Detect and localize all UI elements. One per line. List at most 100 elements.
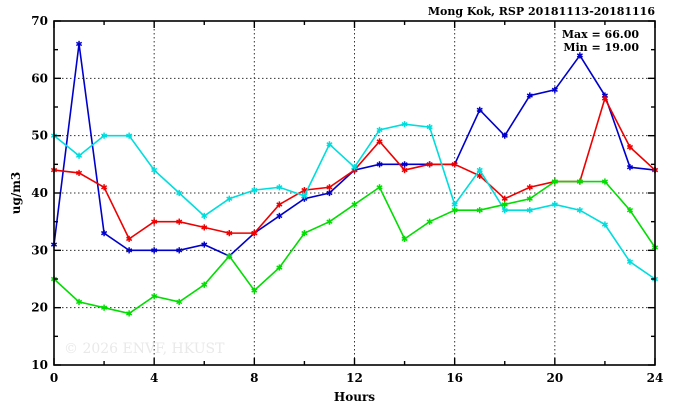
data-point-marker	[226, 230, 233, 237]
data-point-marker	[101, 230, 108, 237]
data-point-marker	[626, 207, 634, 214]
data-point-marker	[626, 258, 634, 265]
data-point-marker	[75, 169, 83, 177]
chart-title: Mong Kok, RSP 20181113-20181116	[428, 5, 656, 18]
data-point-marker	[476, 172, 483, 179]
data-point-marker	[551, 86, 558, 93]
data-point-marker	[151, 166, 158, 174]
data-point-marker	[451, 161, 458, 168]
y-tick-label: 10	[31, 358, 48, 372]
data-point-marker	[351, 201, 358, 208]
data-point-marker	[551, 178, 558, 185]
data-point-marker	[601, 178, 608, 185]
x-tick-label: 24	[647, 371, 664, 385]
data-point-marker	[126, 132, 133, 139]
data-point-marker	[601, 95, 608, 102]
data-point-marker	[576, 178, 583, 185]
x-tick-label: 8	[250, 371, 258, 385]
data-point-marker	[576, 207, 583, 214]
data-point-marker	[401, 235, 408, 242]
data-point-marker	[176, 189, 183, 197]
y-axis-title: ug/m3	[9, 172, 23, 215]
data-point-marker	[151, 293, 158, 300]
data-point-marker	[201, 241, 208, 248]
data-point-marker	[426, 218, 433, 225]
max-value-label: Max = 66.00	[562, 28, 640, 41]
data-point-marker	[576, 52, 583, 59]
data-point-marker	[251, 187, 258, 194]
data-point-marker	[101, 304, 108, 311]
data-point-marker	[476, 166, 483, 174]
data-point-marker	[126, 247, 133, 254]
y-tick-label: 40	[31, 186, 48, 200]
data-point-marker	[526, 195, 533, 202]
data-point-marker	[126, 235, 133, 242]
x-tick-label: 16	[446, 371, 463, 385]
data-point-marker	[75, 298, 83, 306]
data-point-marker	[401, 166, 408, 174]
x-axis-title: Hours	[334, 390, 375, 404]
data-point-marker	[376, 161, 383, 168]
data-point-marker	[601, 221, 608, 228]
data-point-marker	[75, 40, 83, 48]
data-point-marker	[151, 247, 158, 254]
data-point-marker	[526, 92, 533, 99]
data-point-marker	[101, 184, 108, 191]
data-point-marker	[376, 126, 383, 134]
x-tick-label: 20	[546, 371, 563, 385]
data-point-marker	[626, 144, 634, 151]
data-point-marker	[126, 310, 133, 317]
data-point-marker	[451, 201, 458, 208]
data-point-marker	[326, 189, 333, 197]
data-point-marker	[201, 212, 208, 220]
y-tick-label: 20	[31, 301, 48, 315]
data-point-marker	[251, 287, 258, 294]
x-tick-label: 0	[50, 371, 58, 385]
data-point-marker	[501, 207, 508, 214]
data-point-marker	[226, 195, 233, 202]
data-point-marker	[326, 184, 333, 191]
data-point-marker	[376, 184, 383, 191]
data-point-marker	[151, 218, 158, 225]
data-point-marker	[326, 218, 333, 225]
data-point-marker	[501, 132, 508, 139]
data-point-marker	[526, 207, 533, 214]
data-point-marker	[326, 141, 333, 148]
data-point-marker	[551, 201, 558, 208]
data-point-marker	[301, 192, 308, 199]
y-tick-label: 70	[31, 14, 48, 28]
data-point-marker	[476, 106, 483, 113]
x-tick-label: 12	[346, 371, 363, 385]
y-tick-label: 30	[31, 243, 48, 257]
data-point-marker	[176, 298, 183, 306]
data-point-marker	[101, 132, 108, 139]
y-tick-label: 60	[31, 71, 48, 85]
data-point-marker	[401, 161, 408, 168]
data-point-marker	[276, 212, 283, 220]
data-point-marker	[501, 195, 508, 202]
data-point-marker	[176, 218, 183, 225]
data-point-marker	[376, 138, 383, 145]
y-tick-label: 50	[31, 129, 48, 143]
data-point-marker	[351, 164, 358, 171]
data-point-marker	[626, 164, 634, 171]
min-value-label: Min = 19.00	[563, 41, 639, 54]
data-point-marker	[301, 230, 308, 237]
data-point-marker	[276, 264, 283, 271]
data-point-marker	[426, 161, 433, 168]
watermark: © 2026 ENVF, HKUST	[64, 341, 225, 357]
data-point-marker	[201, 281, 208, 288]
data-point-marker	[526, 184, 533, 191]
x-tick-label: 4	[150, 371, 158, 385]
data-point-marker	[401, 121, 408, 128]
data-point-marker	[276, 184, 283, 191]
data-point-marker	[426, 123, 433, 131]
data-point-marker	[476, 207, 483, 214]
data-point-marker	[176, 247, 183, 254]
data-point-marker	[276, 201, 283, 208]
data-point-marker	[75, 152, 83, 159]
data-point-marker	[226, 252, 233, 260]
data-point-marker	[501, 201, 508, 208]
